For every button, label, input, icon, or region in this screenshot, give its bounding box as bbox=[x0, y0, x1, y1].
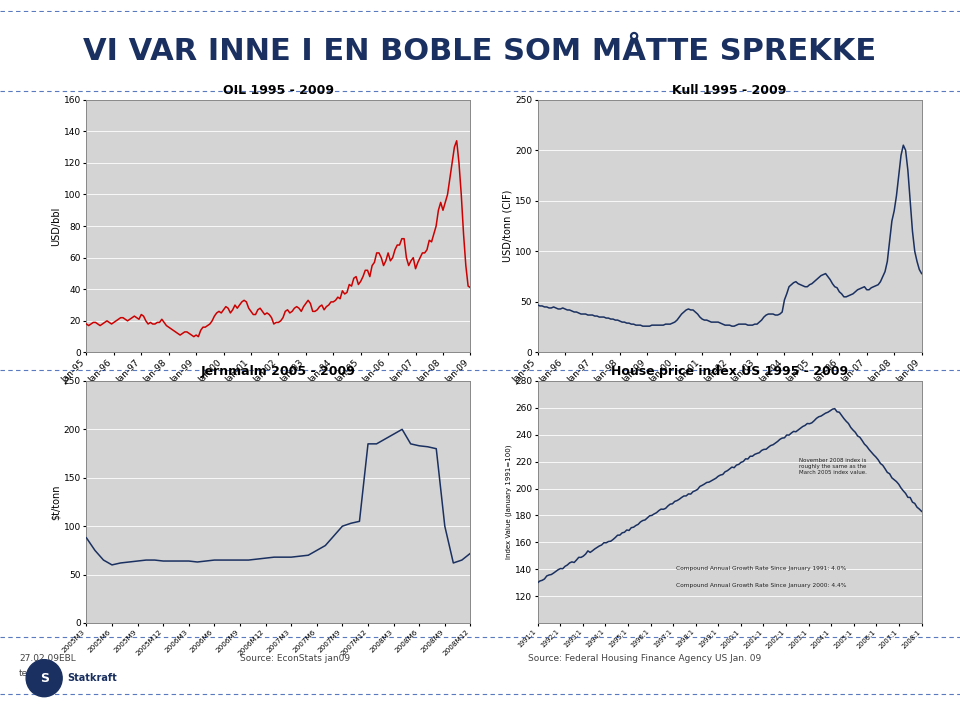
Text: Statkraft: Statkraft bbox=[67, 673, 117, 684]
Text: Source: EconStats jan09: Source: EconStats jan09 bbox=[240, 654, 350, 663]
Title: Jernmalm 2005 - 2009: Jernmalm 2005 - 2009 bbox=[201, 365, 356, 378]
Y-axis label: $t/tonn: $t/tonn bbox=[51, 484, 60, 520]
Text: temadag: temadag bbox=[19, 669, 60, 679]
Text: Source: Federal Housing Finance Agency US Jan. 09: Source: Federal Housing Finance Agency U… bbox=[528, 654, 761, 663]
Title: Kull 1995 - 2009: Kull 1995 - 2009 bbox=[672, 84, 787, 97]
Title: House price index US 1995 - 2009: House price index US 1995 - 2009 bbox=[611, 365, 849, 378]
Y-axis label: USD/bbl: USD/bbl bbox=[51, 206, 60, 246]
Text: Compound Annual Growth Rate Since January 2000: 4.4%: Compound Annual Growth Rate Since Januar… bbox=[676, 582, 847, 587]
Text: VI VAR INNE I EN BOBLE SOM MÅTTE SPREKKE: VI VAR INNE I EN BOBLE SOM MÅTTE SPREKKE bbox=[84, 38, 876, 66]
Ellipse shape bbox=[26, 659, 62, 696]
Title: OIL 1995 - 2009: OIL 1995 - 2009 bbox=[223, 84, 334, 97]
Y-axis label: USD/tonn (CIF): USD/tonn (CIF) bbox=[502, 190, 512, 262]
Text: 27.02.09EBL: 27.02.09EBL bbox=[19, 654, 76, 663]
Text: Compound Annual Growth Rate Since January 1991: 4.0%: Compound Annual Growth Rate Since Januar… bbox=[676, 566, 846, 571]
Text: S: S bbox=[39, 671, 49, 685]
Text: November 2008 index is
roughly the same as the
March 2005 index value.: November 2008 index is roughly the same … bbox=[799, 459, 867, 475]
Y-axis label: Index Value (January 1991=100): Index Value (January 1991=100) bbox=[506, 445, 512, 559]
